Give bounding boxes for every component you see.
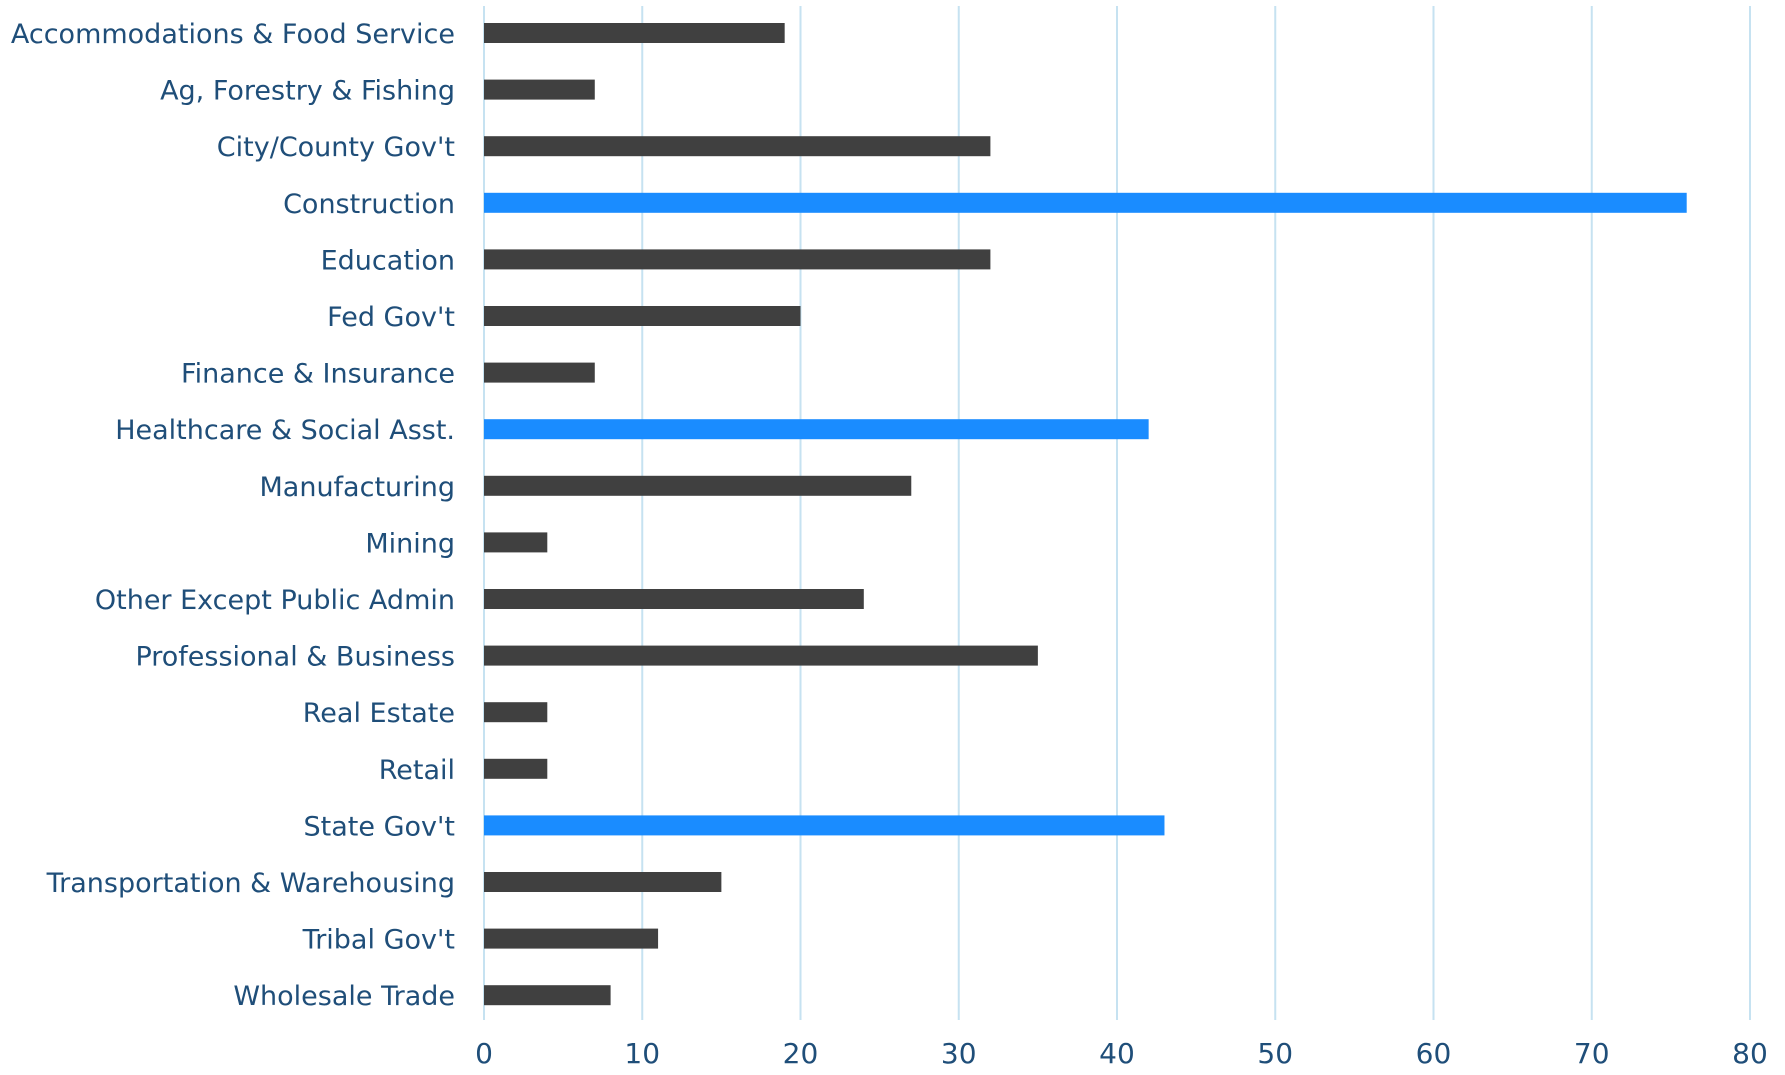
category-label-other-except-public-admin: Other Except Public Admin bbox=[95, 585, 455, 616]
x-tick-label-40: 40 bbox=[1099, 1037, 1135, 1070]
x-tick-label-70: 70 bbox=[1574, 1037, 1610, 1070]
category-label-education: Education bbox=[321, 245, 455, 276]
x-tick-label-60: 60 bbox=[1416, 1037, 1452, 1070]
gridlines bbox=[483, 6, 1751, 1020]
bar-transportation-warehousing bbox=[484, 872, 722, 892]
bar-retail bbox=[484, 758, 548, 779]
bar-construction bbox=[484, 192, 1687, 213]
category-label-retail: Retail bbox=[379, 755, 455, 786]
bar-other-except-public-admin bbox=[484, 589, 864, 609]
bar-healthcare-social-asst bbox=[484, 419, 1149, 440]
category-label-manufacturing: Manufacturing bbox=[259, 472, 455, 503]
bar-accommodations-food-service bbox=[484, 23, 785, 43]
x-tick-label-80: 80 bbox=[1732, 1037, 1768, 1070]
bar-fed-gov-t bbox=[484, 306, 801, 326]
category-label-transportation-warehousing: Transportation & Warehousing bbox=[46, 868, 455, 899]
category-label-mining: Mining bbox=[365, 528, 455, 559]
category-label-ag-forestry-fishing: Ag, Forestry & Fishing bbox=[160, 76, 455, 107]
bar-professional-business bbox=[484, 645, 1038, 666]
bars bbox=[484, 23, 1687, 1006]
bar-tribal-gov-t bbox=[484, 928, 659, 949]
category-label-construction: Construction bbox=[283, 189, 455, 220]
category-label-healthcare-social-asst: Healthcare & Social Asst. bbox=[115, 415, 455, 446]
bar-manufacturing bbox=[484, 475, 912, 496]
x-tick-label-10: 10 bbox=[624, 1037, 660, 1070]
x-tick-label-50: 50 bbox=[1257, 1037, 1293, 1070]
bar-education bbox=[484, 249, 991, 270]
x-tick-label-20: 20 bbox=[783, 1037, 819, 1070]
category-label-wholesale-trade: Wholesale Trade bbox=[233, 981, 455, 1012]
bar-finance-insurance bbox=[484, 362, 595, 383]
category-label-finance-insurance: Finance & Insurance bbox=[181, 359, 455, 390]
bar-real-estate bbox=[484, 702, 548, 723]
category-label-city-county-gov-t: City/County Gov't bbox=[217, 132, 455, 163]
category-label-fed-gov-t: Fed Gov't bbox=[327, 302, 455, 333]
category-labels: Accommodations & Food Service Ag, Forestr… bbox=[11, 19, 455, 1012]
x-tick-label-30: 30 bbox=[941, 1037, 977, 1070]
category-label-state-gov-t: State Gov't bbox=[304, 811, 455, 842]
category-label-real-estate: Real Estate bbox=[303, 698, 455, 729]
bar-ag-forestry-fishing bbox=[484, 79, 595, 100]
bar-state-gov-t bbox=[484, 815, 1165, 836]
bar-mining bbox=[484, 532, 548, 553]
category-label-tribal-gov-t: Tribal Gov't bbox=[302, 925, 455, 956]
bar-wholesale-trade bbox=[484, 985, 611, 1006]
x-tick-label-0: 0 bbox=[475, 1037, 493, 1070]
x-axis-tick-labels: 0 10 20 30 40 50 60 70 80 bbox=[475, 1037, 1768, 1070]
category-label-professional-business: Professional & Business bbox=[135, 642, 455, 673]
bar-city-county-gov-t bbox=[484, 136, 991, 157]
category-label-accommodations-food-service: Accommodations & Food Service bbox=[11, 19, 455, 50]
